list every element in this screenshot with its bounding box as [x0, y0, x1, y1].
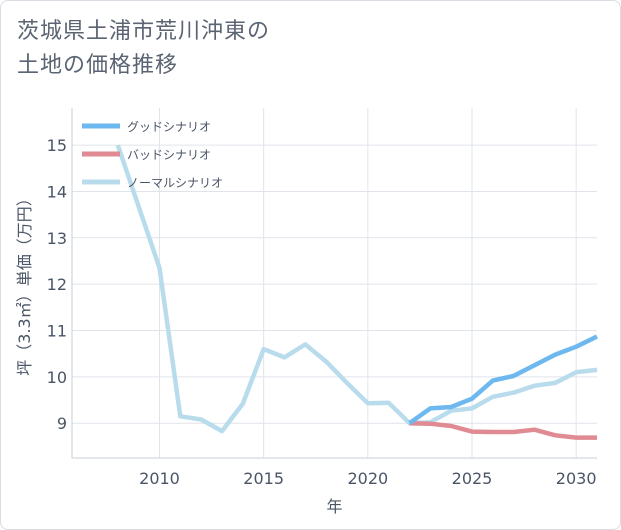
series-line-0: [408, 334, 598, 426]
y-tick-label: 9: [57, 414, 67, 433]
x-tick-label: 2030: [556, 469, 597, 488]
legend-label-0: グッドシナリオ: [127, 120, 211, 134]
y-tick-label: 10: [47, 368, 67, 387]
chart-title: 茨城県土浦市荒川沖東の 土地の価格推移: [17, 19, 271, 78]
grid-lines: [72, 108, 597, 458]
y-tick-labels: 9 10 11 12 13 14 15: [47, 136, 67, 433]
y-tick-label: 12: [47, 275, 67, 294]
y-axis-title: 坪（3.3㎡）単価（万円）: [15, 190, 34, 375]
x-axis-title: 年: [326, 497, 342, 516]
y-tick-label: 13: [47, 229, 67, 248]
y-tick-label: 15: [47, 136, 67, 155]
legend-label-2: ノーマルシナリオ: [127, 176, 223, 190]
series-line-2: [115, 144, 598, 434]
y-tick-label: 11: [47, 322, 67, 341]
x-tick-label: 2025: [452, 469, 493, 488]
x-tick-labels: 2010 2015 2020 2025 2030: [139, 469, 596, 488]
y-tick-label: 14: [47, 182, 67, 201]
x-tick-label: 2010: [139, 469, 180, 488]
x-tick-label: 2020: [347, 469, 388, 488]
x-tick-label: 2015: [243, 469, 284, 488]
series-line-1: [409, 420, 597, 440]
series-lines: [115, 144, 598, 440]
legend-label-1: バッドシナリオ: [127, 148, 211, 162]
axes: [71, 108, 597, 459]
